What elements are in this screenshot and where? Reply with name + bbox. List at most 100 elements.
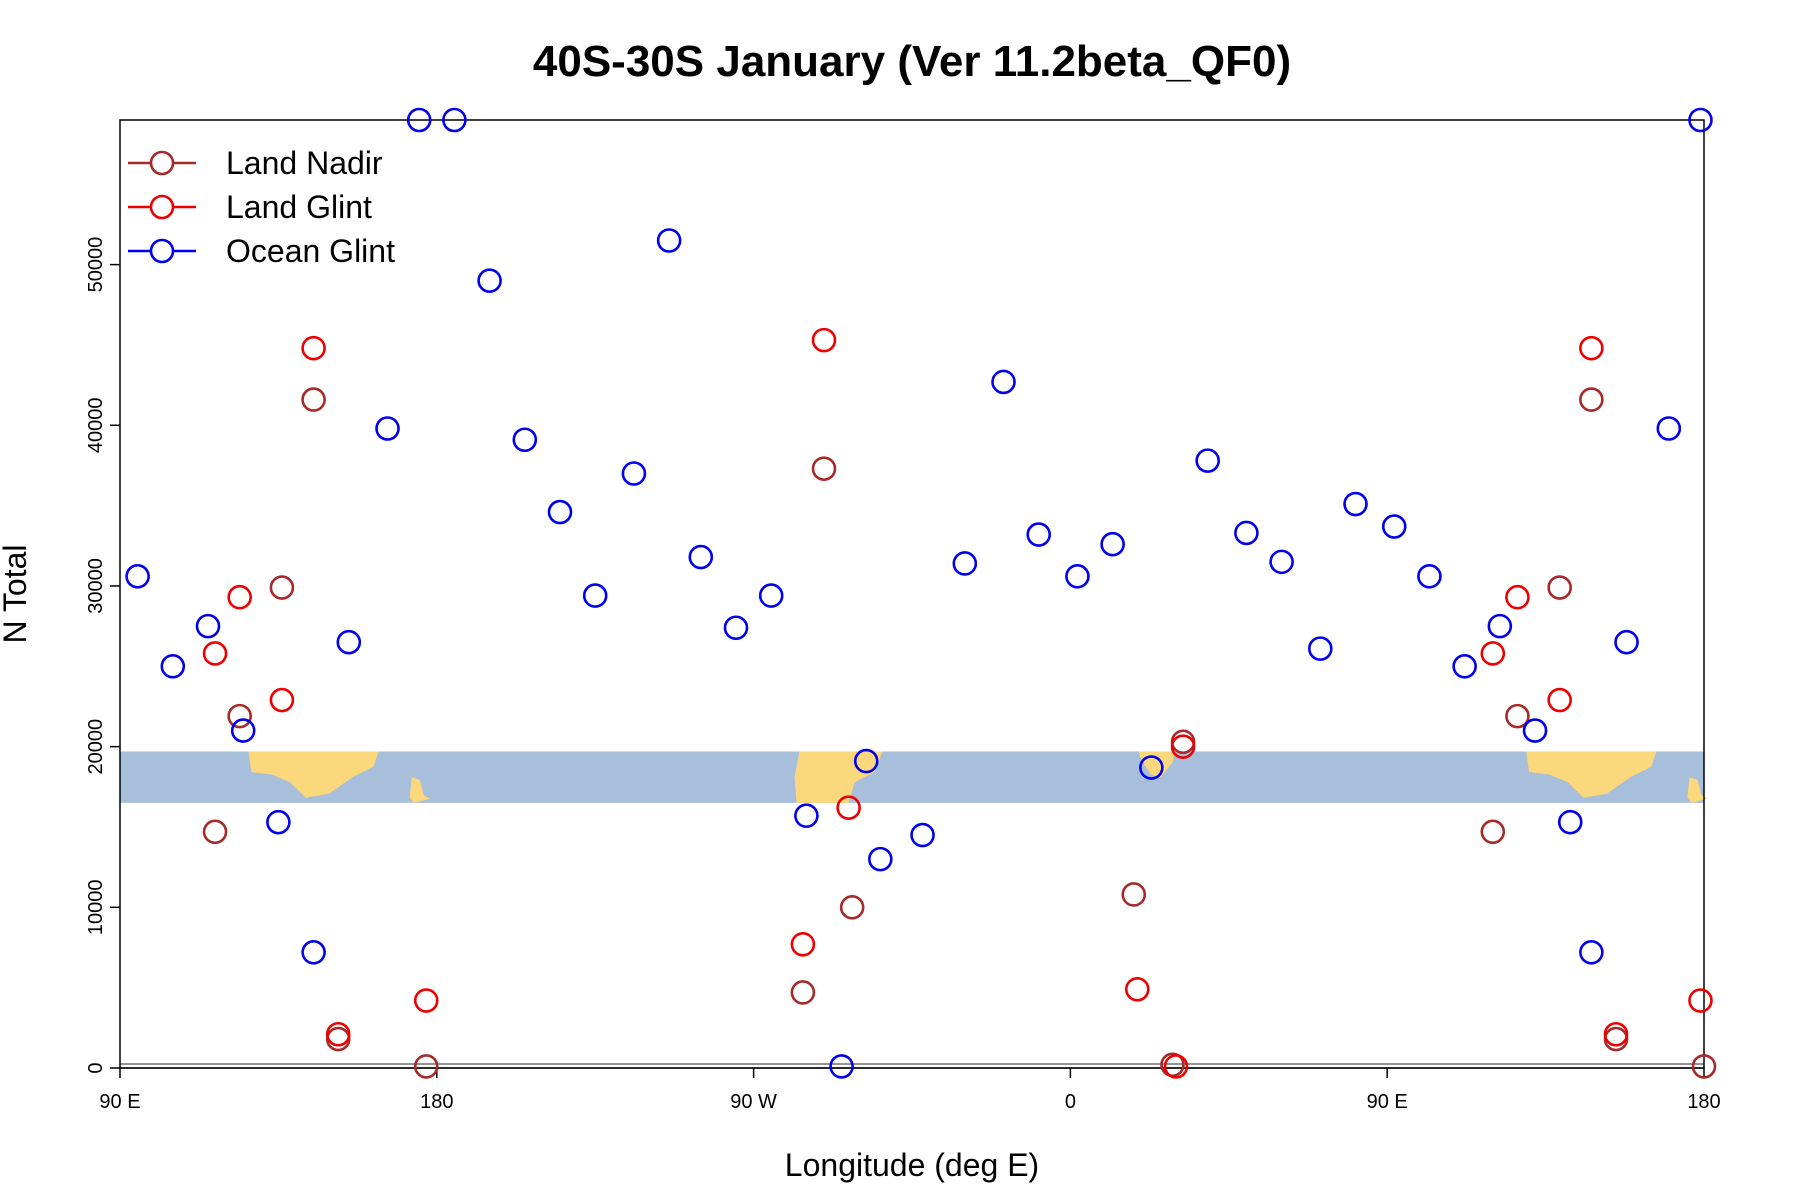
data-point [1656, 416, 1682, 441]
data-point [836, 795, 861, 821]
data-point [1505, 584, 1530, 610]
map-band [120, 751, 1708, 803]
data-point [790, 980, 816, 1005]
data-point [1480, 641, 1506, 666]
data-point [839, 895, 865, 920]
data-point [227, 584, 252, 610]
data-point [202, 819, 228, 845]
legend-label: Land Nadir [226, 145, 383, 181]
land-australia [248, 751, 379, 798]
data-point [1100, 531, 1125, 557]
y-tick-label: 0 [85, 1062, 107, 1073]
y-tick-label: 30000 [85, 558, 107, 614]
legend-item: Land Glint [128, 189, 372, 225]
data-point [1688, 988, 1713, 1013]
data-point [301, 940, 326, 965]
data-point [1195, 448, 1220, 473]
series-land-nadir [202, 387, 1717, 1079]
data-point [325, 1021, 351, 1047]
data-point [656, 228, 682, 253]
data-point [1065, 564, 1090, 589]
data-point [790, 931, 816, 957]
legend-marker [149, 194, 175, 220]
land-new-zealand [409, 777, 430, 803]
data-point [1121, 882, 1147, 907]
data-point [1522, 718, 1548, 743]
data-point [336, 629, 362, 655]
land-australia [1526, 751, 1657, 798]
data-point [1480, 819, 1506, 845]
data-point [266, 809, 291, 835]
data-point [301, 387, 326, 412]
data-point [621, 461, 647, 486]
data-point [442, 107, 467, 133]
legend-marker [149, 238, 175, 264]
data-point [195, 613, 221, 639]
plot-frame [119, 119, 1705, 1069]
data-point [758, 583, 784, 608]
data-point [1547, 687, 1572, 713]
x-tick-label: 180 [420, 1091, 453, 1113]
data-point [512, 427, 538, 453]
x-tick-label: 0 [1065, 1091, 1076, 1113]
data-point [1234, 520, 1259, 546]
data-point [1691, 1054, 1717, 1079]
data-point [325, 1026, 351, 1052]
data-point [723, 615, 749, 641]
ocean-band [120, 751, 1704, 803]
data-point [160, 654, 186, 679]
data-point [1417, 564, 1442, 589]
data-point [991, 369, 1016, 395]
y-axis-label: N Total [0, 544, 33, 643]
legend-label: Ocean Glint [226, 233, 395, 269]
y-axis: 0 10000 20000 30000 40000 50000 [85, 237, 120, 1074]
data-point [582, 583, 608, 608]
data-point [269, 575, 295, 600]
data-point [688, 544, 714, 570]
data-point [1170, 729, 1196, 755]
data-point [375, 416, 400, 441]
series-land-glint [202, 327, 1713, 1079]
data-point [910, 822, 935, 848]
data-point [1487, 613, 1513, 639]
data-point [1170, 734, 1196, 759]
x-tick-label: 90 W [730, 1091, 777, 1113]
chart-title: 40S-30S January (Ver 11.2beta_QF0) [533, 37, 1291, 86]
data-point [1269, 549, 1294, 575]
data-point [1603, 1021, 1629, 1047]
data-point [1343, 491, 1368, 517]
data-point [794, 803, 819, 829]
legend: Land Nadir Land Glint Ocean Glint [128, 145, 395, 269]
x-axis: 90 E 180 90 W 0 90 E 180 [99, 1068, 1721, 1113]
data-point [1139, 755, 1164, 780]
data-point [1452, 654, 1477, 679]
data-point [1163, 1054, 1189, 1079]
legend-item: Land Nadir [128, 145, 383, 181]
data-point [853, 748, 879, 774]
x-tick-label: 180 [1687, 1091, 1720, 1113]
data-point [1557, 809, 1583, 835]
data-point [1579, 387, 1604, 412]
data-point [829, 1054, 854, 1079]
data-point [406, 107, 432, 133]
data-point [413, 988, 439, 1013]
x-tick-label: 90 E [99, 1091, 140, 1113]
series-ocean-glint [125, 107, 1713, 1079]
data-point [1124, 976, 1150, 1002]
y-tick-label: 40000 [85, 397, 107, 453]
data-point [269, 687, 295, 713]
data-point [1688, 107, 1713, 133]
data-point [1603, 1026, 1629, 1052]
data-point [1614, 629, 1639, 655]
data-point [227, 703, 252, 729]
y-tick-label: 50000 [85, 237, 107, 293]
y-tick-label: 20000 [85, 719, 107, 775]
data-points [125, 107, 1717, 1079]
data-point [952, 551, 978, 576]
legend-item: Ocean Glint [128, 233, 395, 269]
data-point [1579, 335, 1604, 361]
legend-marker [149, 150, 175, 176]
data-point [1308, 636, 1333, 661]
land-south-america [794, 751, 883, 803]
